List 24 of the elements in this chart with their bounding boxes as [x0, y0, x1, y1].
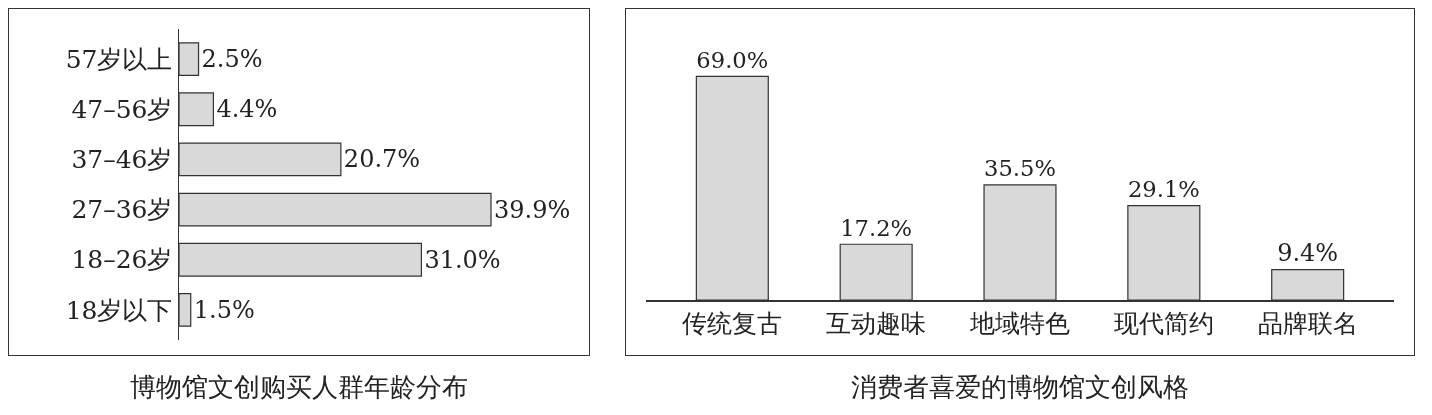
y-tick-label: 27–36岁: [71, 195, 173, 225]
data-label: 20.7%: [343, 145, 421, 174]
data-label: 4.4%: [216, 95, 278, 124]
y-tick-label: 18岁以下: [65, 295, 173, 325]
text: 消费者喜爱的博物馆文创风格: [850, 371, 1190, 404]
data-label: 31.0%: [424, 245, 501, 274]
x-tick-label: 地域特色: [969, 308, 1070, 338]
data-label: 17.2%: [840, 214, 913, 241]
data-label: 35.5%: [984, 155, 1056, 182]
y-tick-label: 37–46岁: [71, 145, 173, 175]
data-label: 29.1%: [1127, 176, 1200, 203]
data-label: 39.9%: [494, 195, 571, 224]
y-tick-label: 57岁以上: [65, 44, 173, 74]
x-tick-label: 现代简约: [1113, 308, 1214, 338]
x-tick-label: 传统复古: [682, 308, 783, 338]
text: 博物馆文创购买人群年龄分布: [129, 371, 469, 404]
data-label: 2.5%: [201, 45, 263, 74]
data-label: 1.5%: [193, 295, 255, 324]
y-tick-label: 18–26岁: [71, 245, 173, 275]
x-tick-label: 品牌联名: [1257, 308, 1358, 338]
x-tick-label: 互动趣味: [826, 308, 927, 338]
data-label: 9.4%: [1277, 238, 1339, 267]
y-tick-label: 47–56岁: [71, 95, 173, 125]
data-label: 69.0%: [696, 46, 769, 73]
